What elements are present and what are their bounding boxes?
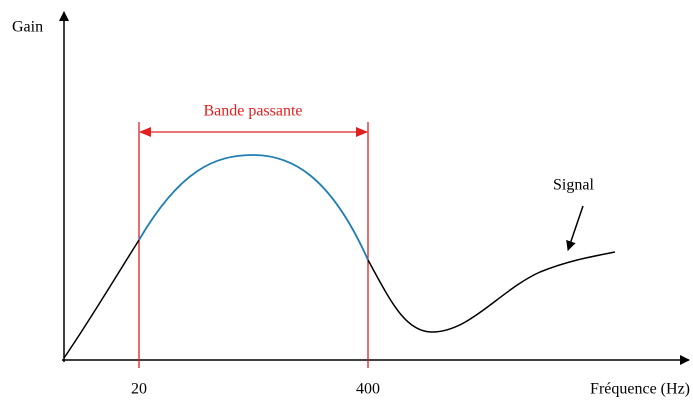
band-label: Bande passante bbox=[203, 103, 302, 120]
y-label: Gain bbox=[12, 19, 43, 36]
signal-arrow bbox=[566, 205, 584, 251]
x-tick-label: 20 bbox=[131, 381, 147, 398]
curve-passband bbox=[138, 154, 369, 261]
x-label: Fréquence (Hz) bbox=[590, 381, 690, 398]
x-tick-label: 400 bbox=[356, 381, 380, 398]
curve bbox=[63, 239, 140, 359]
signal-label: Signal bbox=[553, 177, 594, 194]
curve bbox=[367, 251, 616, 333]
